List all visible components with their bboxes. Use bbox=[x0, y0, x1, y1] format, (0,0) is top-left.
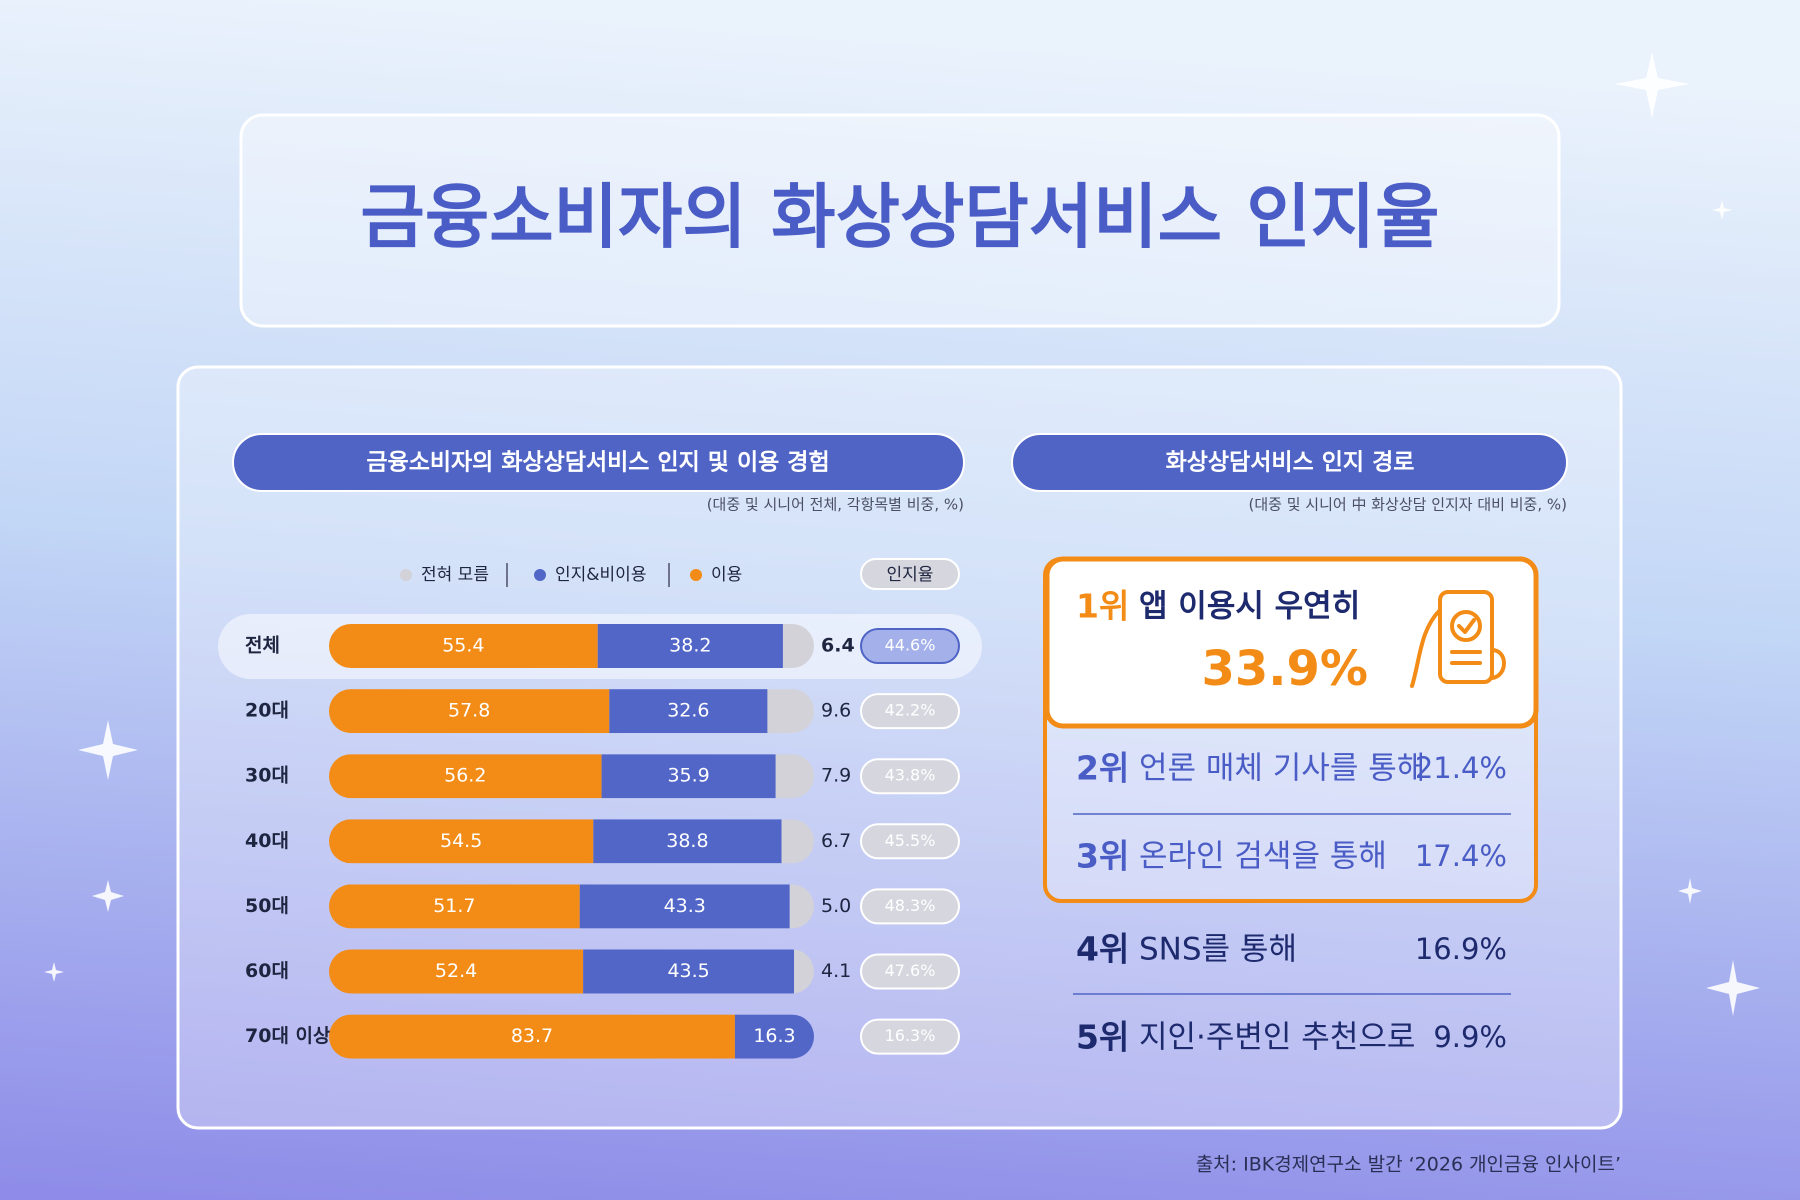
recognition-label: 43.8% bbox=[885, 766, 936, 785]
bar-segment bbox=[609, 689, 768, 734]
page-title: 금융소비자의 화상상담서비스 인지율 bbox=[360, 176, 1439, 258]
value-label: 4.1 bbox=[821, 960, 851, 982]
recognition-pill bbox=[860, 628, 960, 664]
value-label: 54.5 bbox=[440, 830, 482, 852]
bar-segment bbox=[329, 884, 580, 929]
value-label: 9.6 bbox=[821, 700, 851, 722]
recognition-pill bbox=[860, 1018, 960, 1055]
value-label: 43.5 bbox=[667, 960, 709, 982]
rank: 3위 bbox=[1076, 837, 1129, 876]
bar-segment bbox=[329, 624, 598, 668]
rank-label: 온라인 검색을 통해 bbox=[1139, 839, 1387, 875]
sparkles bbox=[44, 52, 1760, 1016]
rank-value: 33.9% bbox=[1201, 641, 1368, 697]
bar-segment bbox=[597, 624, 783, 668]
ranking-subtitle: (대중 및 시니어 中 화상상담 인지자 대비 비중, %) bbox=[1249, 496, 1567, 514]
recognition-label: 47.6% bbox=[885, 961, 936, 980]
value-label: 43.3 bbox=[664, 895, 706, 917]
value-label: 7.9 bbox=[821, 765, 851, 787]
chart-title: 금융소비자의 화상상담서비스 인지 및 이용 경험 bbox=[366, 450, 829, 476]
recognition-pill bbox=[860, 823, 960, 860]
phone-icon bbox=[1410, 590, 1506, 688]
recognition-label: 42.2% bbox=[885, 701, 936, 720]
bar-segment bbox=[775, 754, 814, 799]
category-label: 70대 이상 bbox=[245, 1025, 331, 1047]
chart-subtitle: (대중 및 시니어 전체, 각항목별 비중, %) bbox=[707, 496, 964, 514]
legend-label: 인지&비이용 bbox=[555, 565, 646, 585]
recognition-label: 44.6% bbox=[885, 636, 936, 655]
category-label: 20대 bbox=[245, 700, 289, 722]
recognition-pill bbox=[860, 953, 960, 990]
value-label: 51.7 bbox=[433, 895, 475, 917]
bar-segment bbox=[583, 949, 795, 994]
recognition-label: 48.3% bbox=[885, 896, 936, 915]
category-label: 전체 bbox=[245, 635, 280, 657]
value-label: 55.4 bbox=[442, 635, 484, 657]
rank-value: 16.9% bbox=[1415, 932, 1507, 966]
category-label: 40대 bbox=[245, 830, 289, 852]
rank: 4위 bbox=[1076, 930, 1129, 969]
recognition-pill bbox=[860, 758, 960, 795]
rank-label: 언론 매체 기사를 통해 bbox=[1139, 751, 1425, 787]
rank-label: 앱 이용시 우연히 bbox=[1139, 589, 1360, 625]
bar-segment bbox=[734, 1014, 814, 1059]
legend-label: 전혀 모름 bbox=[421, 565, 489, 585]
recognition-label: 45.5% bbox=[885, 831, 936, 850]
rank-value: 9.9% bbox=[1433, 1020, 1507, 1054]
value-label: 32.6 bbox=[667, 700, 709, 722]
bar-segment bbox=[329, 949, 584, 994]
category-label: 30대 bbox=[245, 765, 289, 787]
rank-value: 21.4% bbox=[1415, 751, 1507, 785]
recognition-label: 16.3% bbox=[885, 1026, 936, 1045]
ranking-header bbox=[1011, 433, 1568, 492]
rank-label: 지인·주변인 추천으로 bbox=[1139, 1020, 1415, 1056]
value-label: 38.2 bbox=[669, 635, 711, 657]
value-label: 6.4 bbox=[821, 635, 855, 657]
bar-segment bbox=[601, 754, 776, 799]
value-label: 56.2 bbox=[444, 765, 486, 787]
source: 출처: IBK경제연구소 발간 ‘2026 개인금융 인사이트’ bbox=[1196, 1154, 1621, 1176]
title-box bbox=[239, 113, 1561, 328]
value-label: 38.8 bbox=[666, 830, 708, 852]
value-label: 52.4 bbox=[435, 960, 477, 982]
bar-segment bbox=[593, 819, 782, 864]
rank: 2위 bbox=[1076, 749, 1129, 788]
rank-label: SNS를 통해 bbox=[1139, 932, 1297, 968]
rank: 5위 bbox=[1076, 1018, 1129, 1057]
recognition-header bbox=[860, 558, 960, 590]
value-label: 83.7 bbox=[511, 1025, 553, 1047]
bar-segment bbox=[579, 884, 790, 929]
rank-value: 17.4% bbox=[1415, 839, 1507, 873]
bar-segment bbox=[329, 689, 610, 734]
value-label: 16.3 bbox=[753, 1025, 795, 1047]
legend-swatch bbox=[400, 569, 412, 581]
ranking-title: 화상상담서비스 인지 경로 bbox=[1166, 450, 1415, 476]
value-label: 5.0 bbox=[821, 895, 851, 917]
legend-swatch bbox=[534, 569, 546, 581]
bar-segment bbox=[794, 949, 814, 994]
recognition-pill bbox=[860, 693, 960, 730]
value-label: 57.8 bbox=[448, 700, 490, 722]
legend-label: 이용 bbox=[711, 565, 742, 585]
recognition-title: 인지율 bbox=[887, 565, 934, 585]
bar-segment bbox=[767, 689, 814, 734]
rank: 1위 bbox=[1076, 587, 1129, 626]
value-label: 6.7 bbox=[821, 830, 851, 852]
bar-segment bbox=[329, 819, 594, 864]
bar-segment bbox=[329, 754, 602, 799]
category-label: 60대 bbox=[245, 960, 289, 982]
recognition-pill bbox=[860, 888, 960, 925]
legend-swatch bbox=[690, 569, 702, 581]
category-label: 50대 bbox=[245, 895, 289, 917]
bar-segment bbox=[329, 1014, 735, 1059]
chart-header bbox=[232, 433, 965, 492]
value-label: 35.9 bbox=[667, 765, 709, 787]
